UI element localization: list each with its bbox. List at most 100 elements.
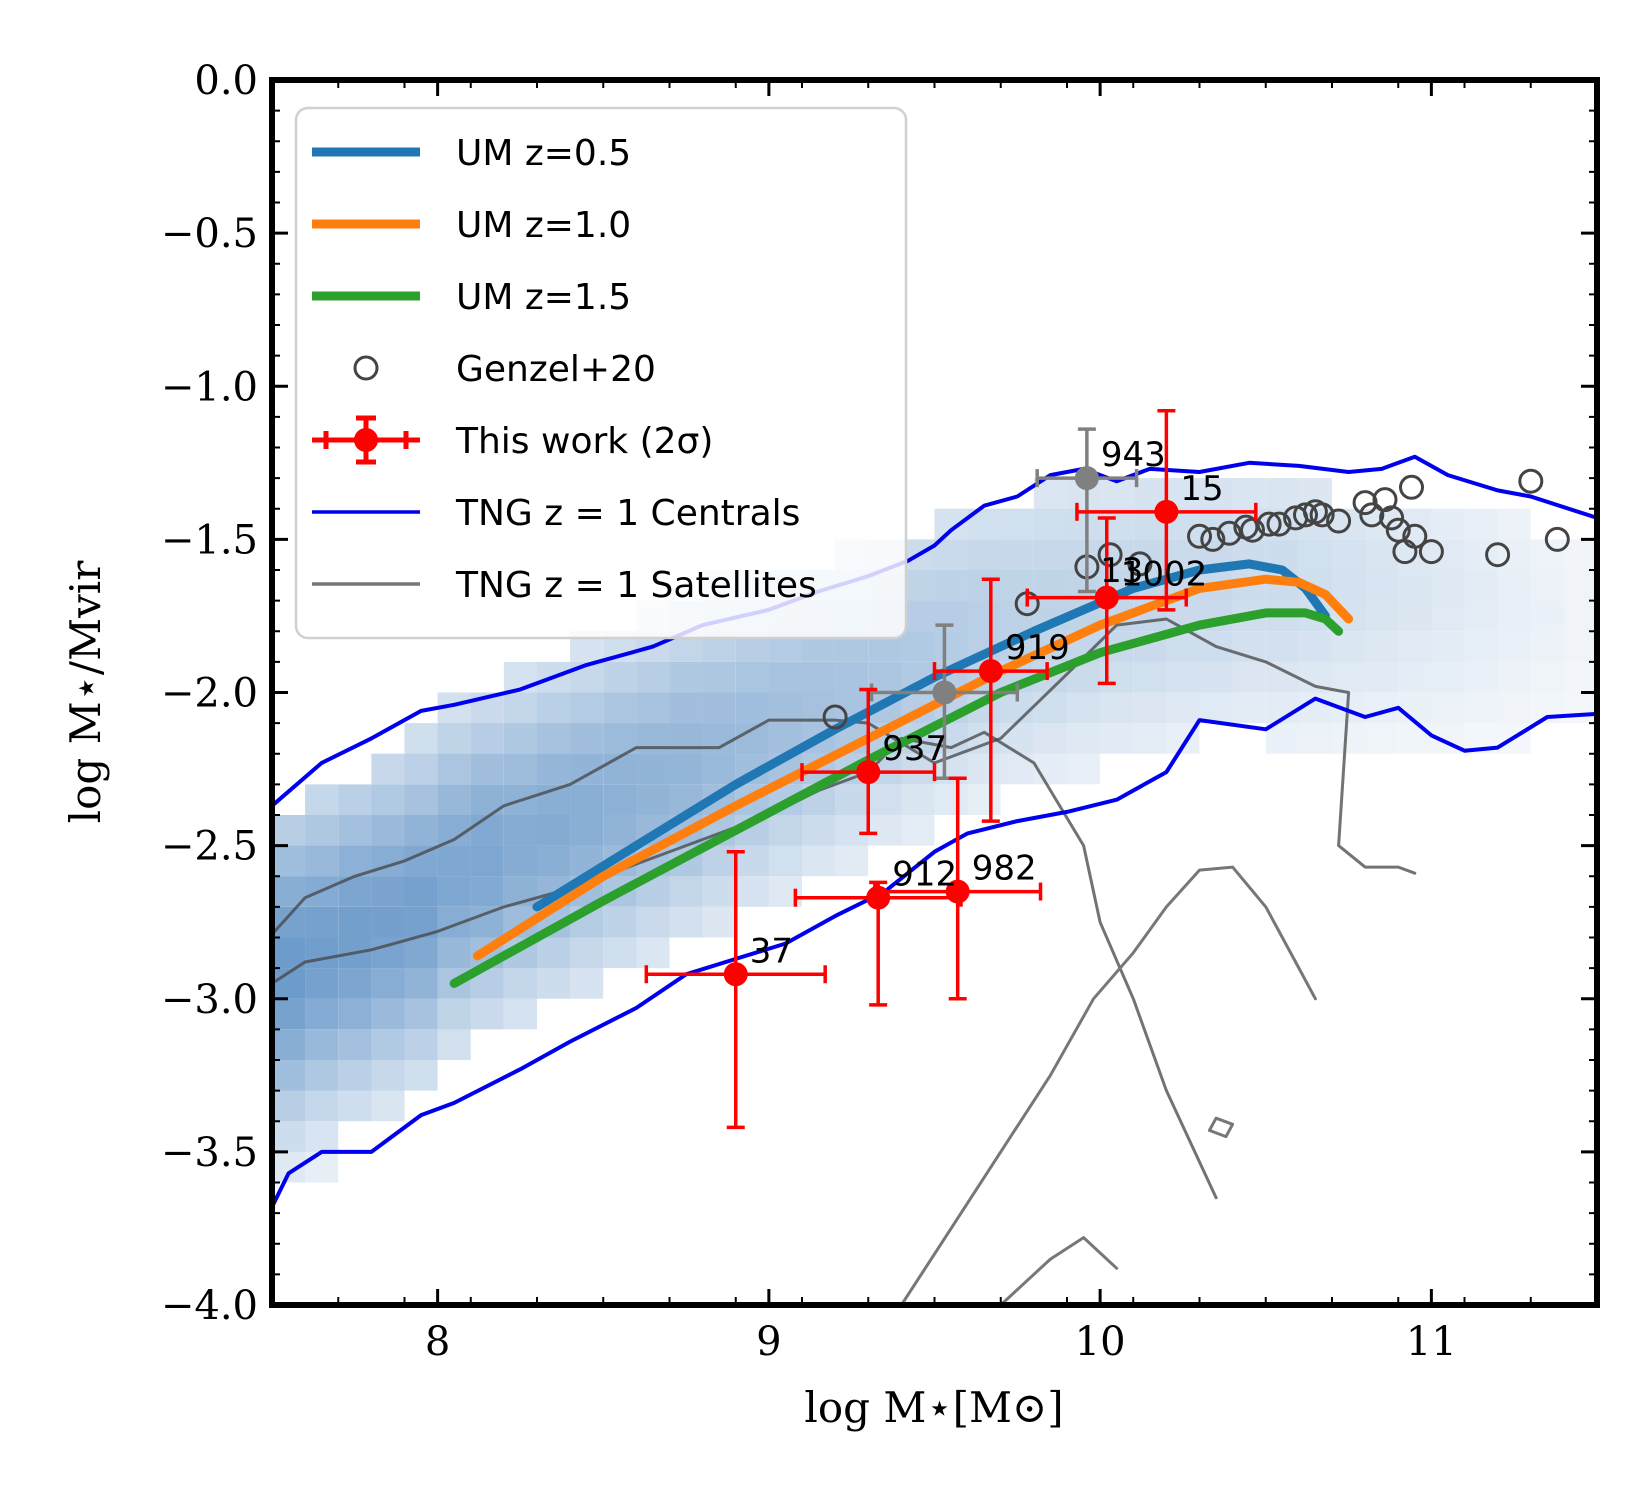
density-cell [1133, 723, 1167, 754]
density-cell [371, 815, 405, 846]
density-cell [934, 784, 968, 815]
density-cell [934, 570, 968, 601]
errorbar-point [1025, 516, 1188, 686]
errorbar-marker [723, 962, 748, 987]
density-cell [636, 784, 670, 815]
legend-item: TNG z = 1 Centrals [312, 493, 800, 534]
density-cell [338, 906, 372, 938]
density-cell [735, 661, 769, 693]
density-cell [1563, 631, 1597, 662]
density-cell [603, 784, 637, 815]
density-cell [1000, 723, 1034, 754]
density-cell [437, 937, 471, 969]
point-label: 919 [1005, 628, 1070, 668]
density-cell [338, 1060, 372, 1091]
genzel20-point [1309, 502, 1335, 528]
errorbar-marker [1074, 466, 1099, 491]
tng-satellites-contour-upper [272, 617, 1417, 936]
density-cell [636, 723, 670, 754]
genzel20-point [1200, 526, 1226, 552]
density-cell [1563, 692, 1597, 724]
density-cell [503, 723, 537, 754]
density-cell [1365, 661, 1399, 693]
density-cell [305, 968, 339, 999]
y-tick-label: −2.5 [161, 824, 258, 870]
point-label: 1002 [1121, 555, 1208, 595]
density-cell [1033, 570, 1067, 601]
density-cell [371, 876, 405, 907]
density-cell [1431, 661, 1465, 693]
density-cell [570, 723, 604, 754]
errorbar-marker [1094, 585, 1119, 610]
tng-contours [272, 454, 1597, 1305]
density-cell [338, 815, 372, 846]
genzel20-point [1187, 523, 1212, 549]
density-cell [371, 784, 405, 815]
density-cell [338, 968, 372, 999]
genzel20-point [1097, 542, 1123, 568]
density-cell [1166, 661, 1200, 693]
y-tick-label: −2.0 [161, 671, 258, 717]
density-cell [1033, 723, 1067, 754]
point-label: 982 [972, 849, 1037, 889]
density-cell [1497, 600, 1531, 632]
point-label: 13 [1100, 551, 1143, 591]
density-cell [1298, 631, 1332, 662]
tng-centrals-upper [272, 454, 1597, 808]
density-cell [338, 784, 372, 815]
density-cell [1232, 661, 1266, 693]
density-cell [404, 968, 438, 999]
point-label: 937 [882, 729, 947, 769]
density-cell [503, 845, 537, 877]
density-cell [570, 968, 604, 999]
density-cell [470, 753, 504, 785]
density-cell [1563, 539, 1597, 570]
density-cell [371, 845, 405, 877]
legend-item: UM z=1.5 [312, 277, 631, 318]
density-cell [537, 815, 571, 846]
genzel20-point [1544, 526, 1570, 552]
legend-item: UM z=1.0 [312, 205, 631, 246]
density-cell [503, 998, 537, 1030]
density-cell [1365, 631, 1399, 662]
errorbar-point [869, 623, 1020, 780]
genzel20-point [1379, 505, 1405, 531]
density-cell [868, 784, 902, 815]
density-cell [338, 998, 372, 1030]
density-cell [603, 661, 637, 693]
um-line-um-z-1-5 [449, 608, 1344, 988]
density-cell [1464, 631, 1498, 662]
density-cell [636, 937, 670, 969]
density-cell [636, 692, 670, 724]
errorbar-marker [932, 680, 957, 705]
density-cell [1365, 539, 1399, 570]
density-cell [1530, 661, 1564, 693]
density-cell [305, 1029, 339, 1060]
density-cell [603, 937, 637, 969]
density-cell [437, 723, 471, 754]
density-cell [868, 815, 902, 846]
density-cell [1199, 692, 1233, 724]
genzel20-point [1127, 551, 1153, 577]
density-cell [1265, 661, 1299, 693]
density-cell [669, 692, 703, 724]
genzel20-point [1518, 468, 1544, 494]
tng-centrals-lower [272, 696, 1597, 1209]
density-cell [570, 937, 604, 969]
density-cell [768, 845, 802, 877]
density-cell [1530, 600, 1564, 632]
density-cell [404, 845, 438, 877]
density-cell [669, 661, 703, 693]
density-cell [338, 1029, 372, 1060]
x-axis-label: log M⋆[M⊙] [804, 1383, 1063, 1432]
density-cell [1398, 570, 1432, 601]
density-cell [371, 1029, 405, 1060]
density-cell [570, 692, 604, 724]
density-cell [1398, 600, 1432, 632]
x-tick-label: 11 [1406, 1319, 1457, 1365]
genzel20-point [1352, 490, 1378, 516]
legend-item: This work (2σ) [312, 415, 713, 465]
density-cell [371, 1060, 405, 1091]
density-cell [1530, 631, 1564, 662]
density-cell [1497, 570, 1531, 601]
